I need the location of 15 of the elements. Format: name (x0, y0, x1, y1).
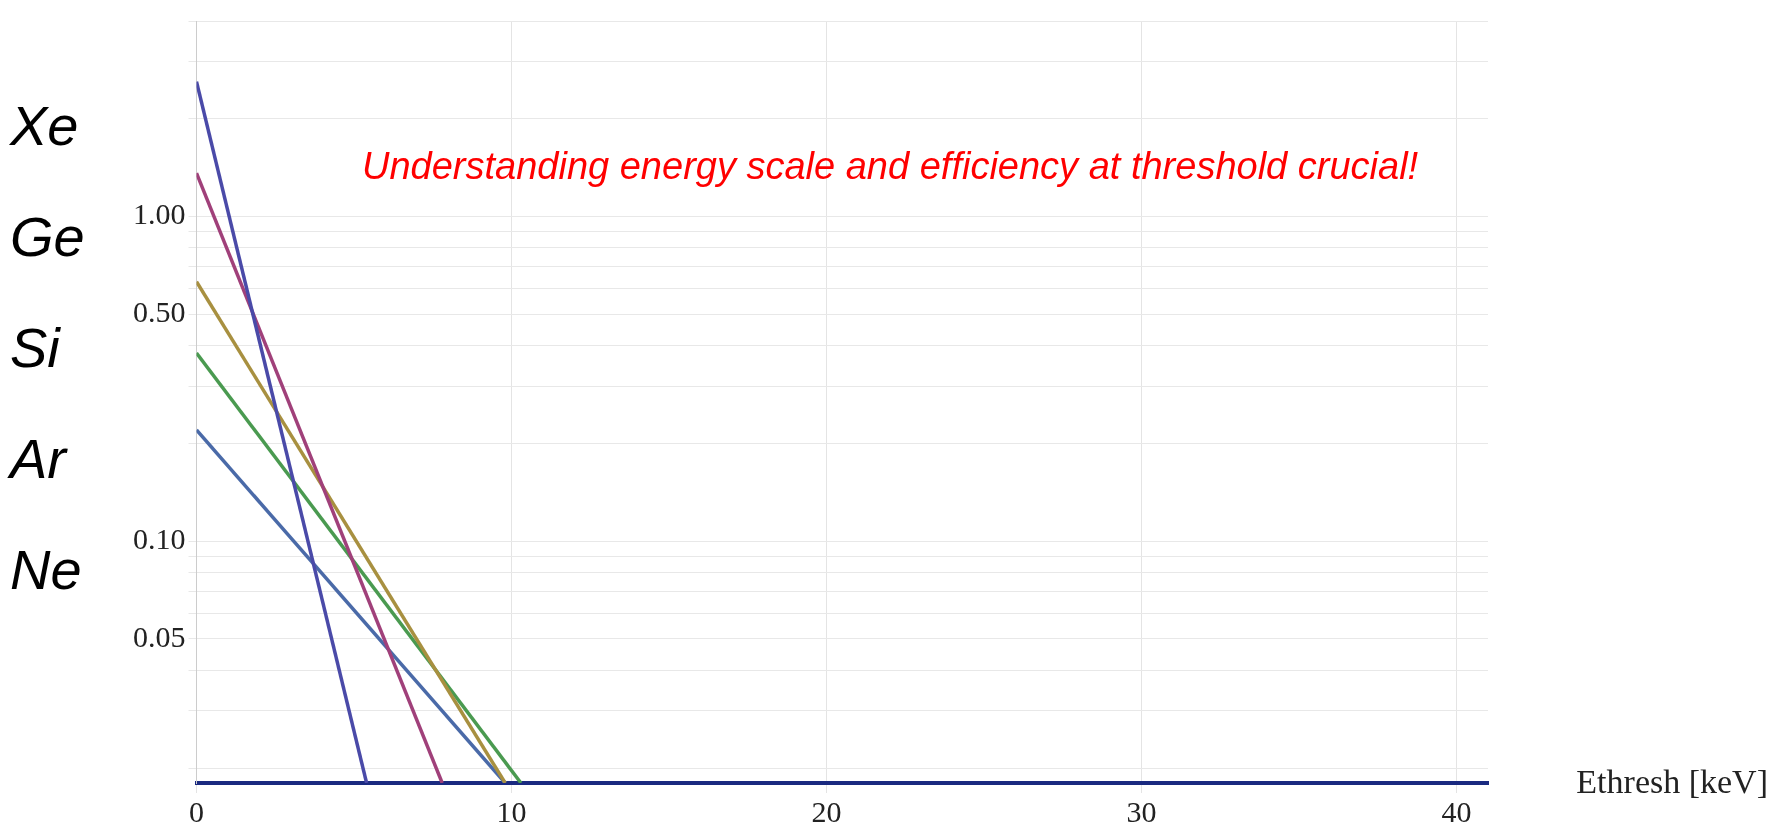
x-axis-title: Ethresh [keV] (1576, 762, 1768, 800)
y-tick-label: 0.05 (133, 619, 186, 653)
x-tick-label: 40 (1441, 794, 1472, 828)
x-tick-label: 20 (811, 794, 842, 828)
text: Si (10, 315, 62, 381)
x-tick-label: 10 (496, 794, 527, 828)
text: Ne (10, 537, 83, 603)
y-tick-label: 1.00 (133, 197, 186, 231)
y-tick-label: 0.50 (133, 295, 186, 329)
annotation: Understanding energy scale and efficiency at threshold crucial! (362, 144, 1419, 187)
x-tick-label: 0 (189, 794, 204, 828)
text: Ge (10, 204, 86, 270)
y-tick-label: 0.10 (133, 522, 186, 556)
text: Xe (10, 93, 80, 159)
x-tick-label: 30 (1126, 794, 1157, 828)
